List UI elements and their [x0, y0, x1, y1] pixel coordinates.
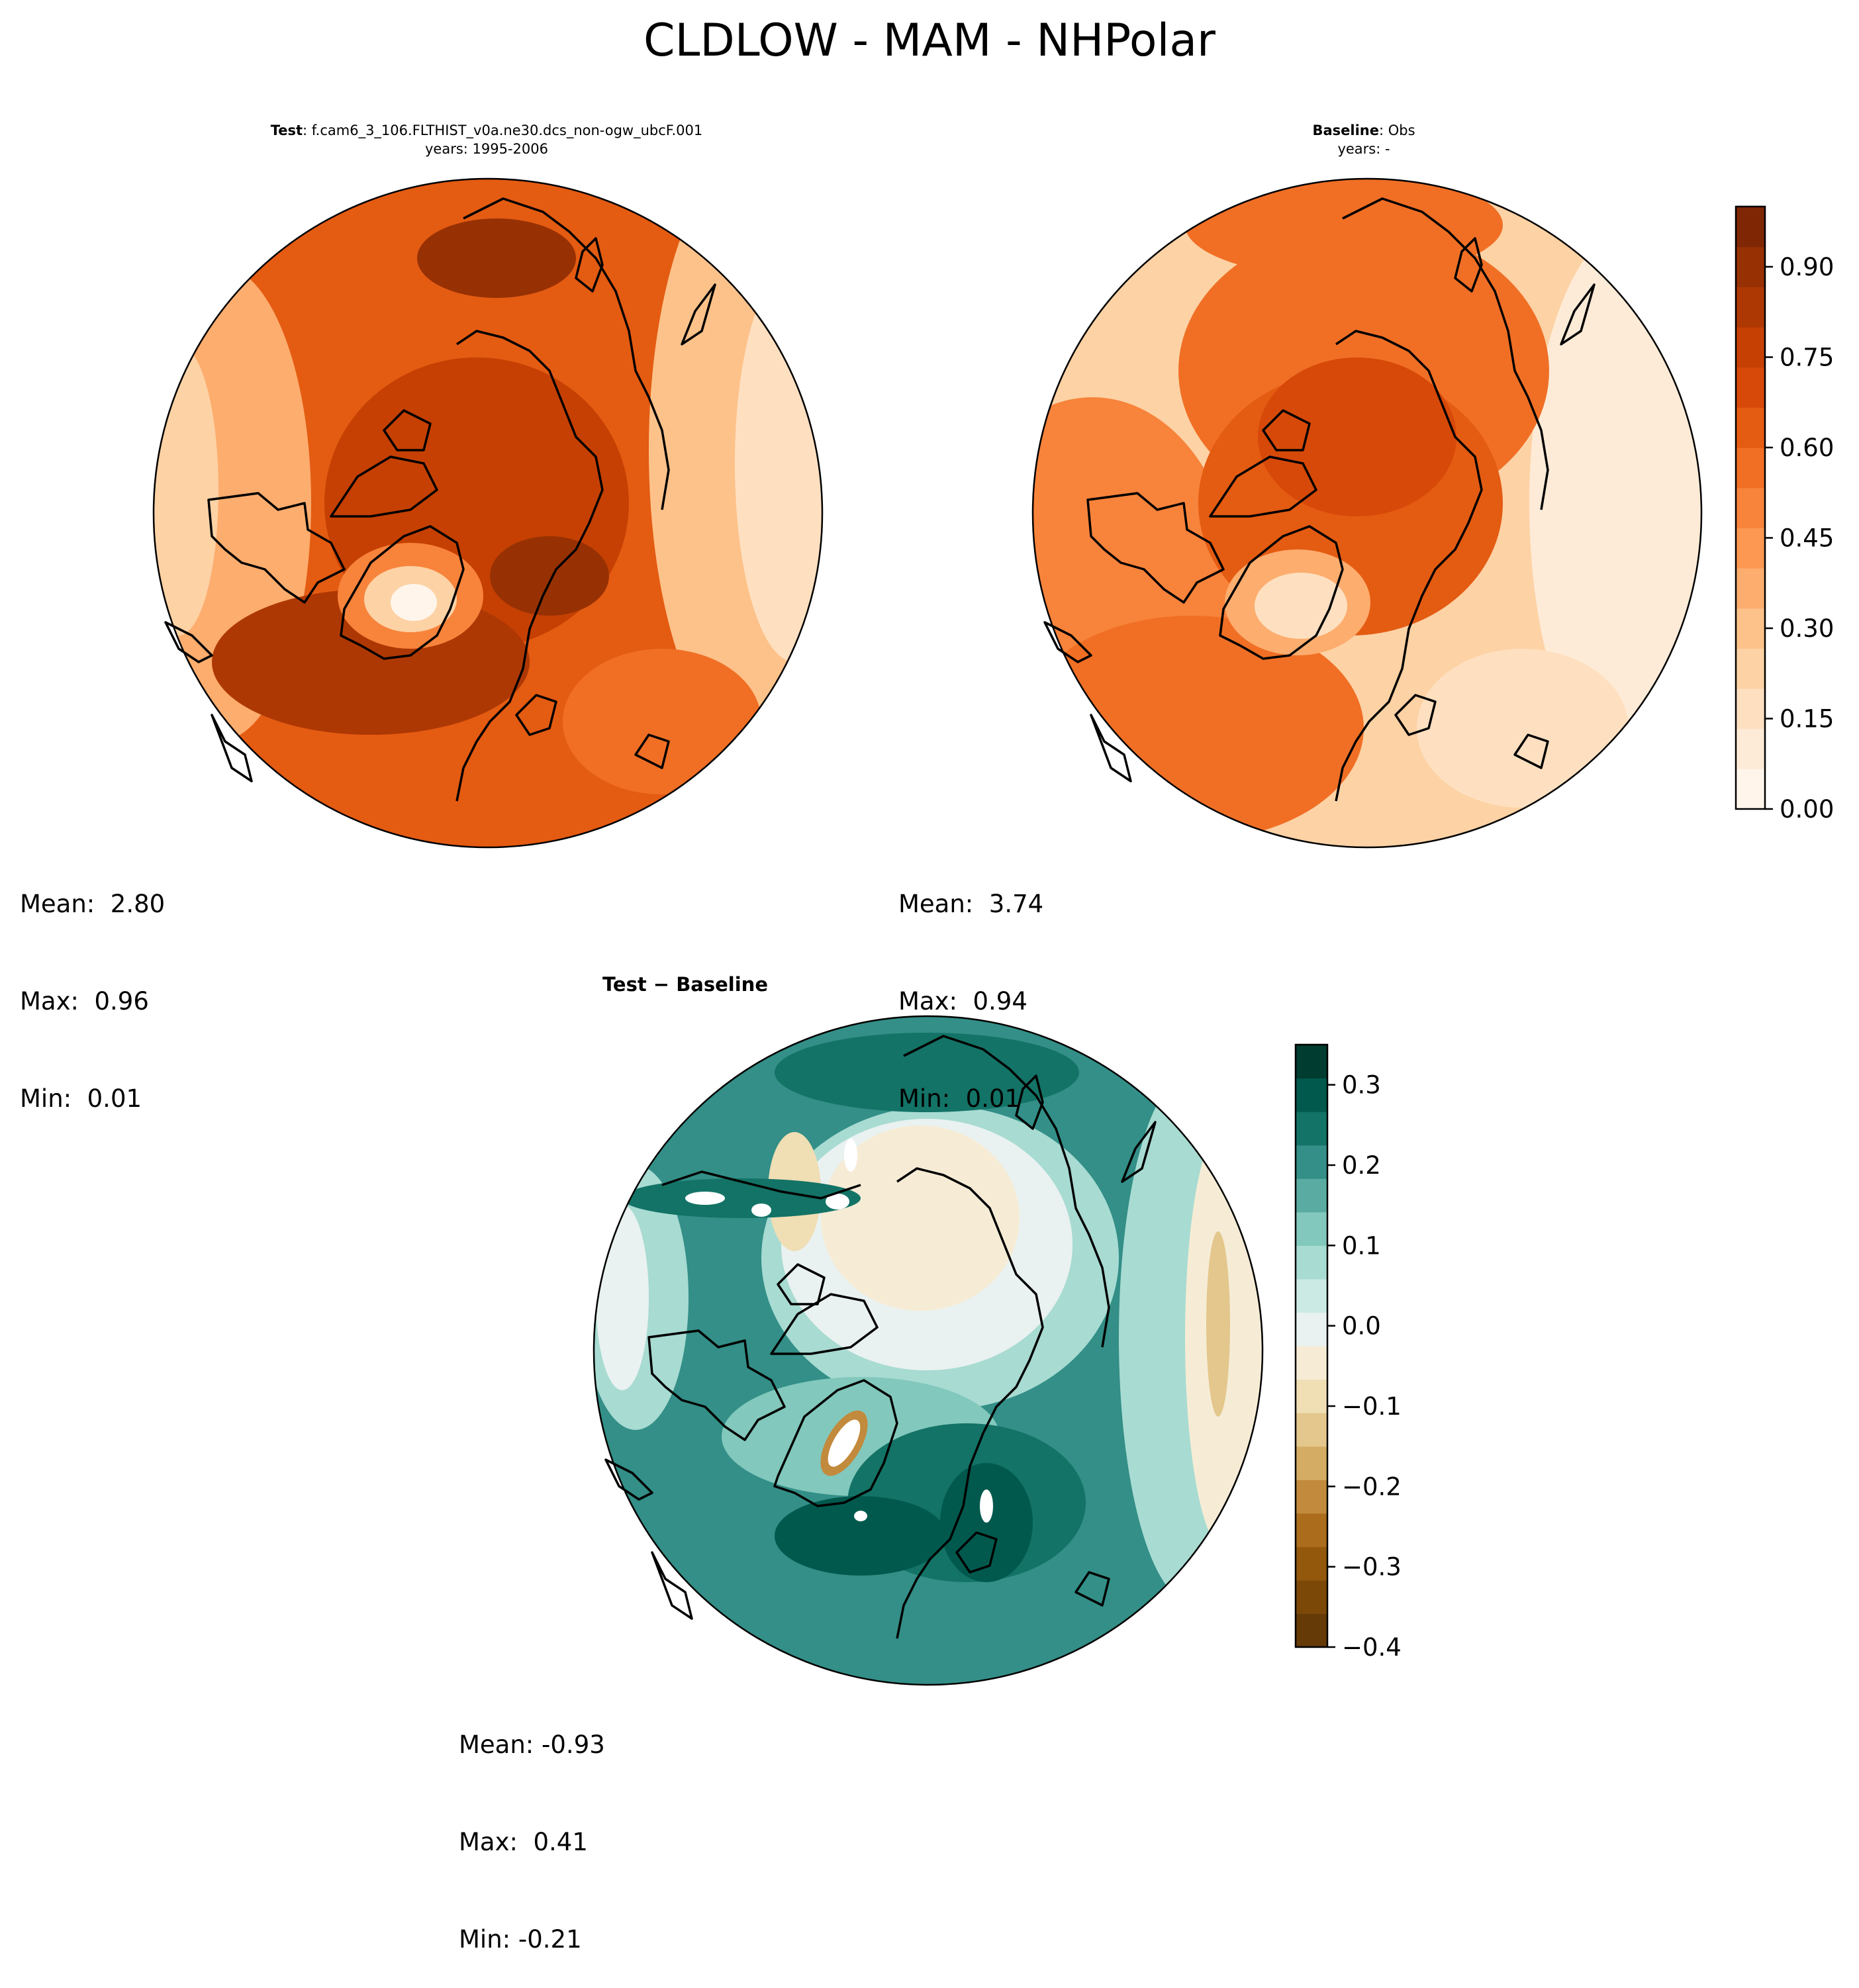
main-colorbar-swatch — [1736, 608, 1765, 649]
main-colorbar-swatch — [1736, 688, 1765, 730]
main-colorbar-swatch — [1736, 448, 1765, 489]
main-colorbar-swatch — [1736, 568, 1765, 609]
diff-colorbar-swatch — [1296, 1145, 1327, 1179]
main-colorbar-swatch — [1736, 528, 1765, 569]
baseline-map — [1031, 177, 1703, 849]
main-colorbar-tick-label: 0.75 — [1780, 344, 1834, 372]
diff-colorbar-tick-label: −0.2 — [1342, 1472, 1402, 1501]
diff-colorbar-swatch — [1296, 1178, 1327, 1213]
main-colorbar-frame — [1735, 205, 1766, 810]
diff-min: Min: -0.21 — [459, 1925, 582, 1954]
main-colorbar-tick-label: 0.30 — [1780, 614, 1834, 643]
diff-colorbar-swatch — [1296, 1078, 1327, 1112]
diff-mean: Mean: -0.93 — [459, 1730, 605, 1759]
diff-colorbar-swatch — [1296, 1613, 1327, 1648]
main-colorbar-swatch — [1736, 287, 1765, 328]
diff-colorbar-frame — [1294, 1043, 1329, 1648]
diff-colorbar-swatch — [1296, 1346, 1327, 1380]
main-colorbar-swatch — [1736, 207, 1765, 248]
baseline-stats: Mean: 3.74 Max: 0.94 Min: 0.01 — [898, 823, 1043, 1147]
test-mean: Mean: 2.80 — [20, 890, 166, 918]
diff-stats: Mean: -0.93 Max: 0.41 Min: -0.21 — [459, 1664, 605, 1988]
diff-colorbar-swatch — [1296, 1546, 1327, 1581]
diff-colorbar-swatch — [1296, 1413, 1327, 1447]
test-stats: Mean: 2.80 Max: 0.96 Min: 0.01 — [20, 823, 165, 1147]
diff-colorbar-tick-label: 0.1 — [1342, 1231, 1381, 1260]
diff-max: Max: 0.41 — [459, 1828, 588, 1856]
test-min: Min: 0.01 — [20, 1084, 142, 1113]
diff-colorbar-tick-label: −0.1 — [1342, 1392, 1402, 1421]
diff-map — [593, 1015, 1264, 1686]
main-colorbar: 0.00 0.15 0.30 0.45 0.60 0.75 0.90 — [1735, 205, 1834, 824]
main-colorbar-swatch — [1736, 327, 1765, 368]
main-colorbar-swatch — [1736, 648, 1765, 689]
baseline-mean: Mean: 3.74 — [898, 890, 1044, 918]
diff-colorbar-swatch — [1296, 1480, 1327, 1514]
diff-colorbar-swatch — [1296, 1513, 1327, 1547]
main-colorbar-tick-label: 0.60 — [1780, 434, 1834, 462]
diff-colorbar-swatch — [1296, 1312, 1327, 1347]
main-colorbar-tick-label: 0.90 — [1780, 253, 1834, 281]
test-map — [152, 177, 824, 849]
main-colorbar-swatch — [1736, 728, 1765, 769]
main-colorbar-tick-label: 0.15 — [1780, 705, 1834, 734]
diff-panel-title: Test − Baseline — [602, 973, 768, 996]
diff-colorbar-tick-label: 0.0 — [1342, 1312, 1381, 1341]
test-panel-title: Test: f.cam6_3_106.FLTHIST_v0a.ne30.dcs_… — [270, 122, 703, 157]
diff-colorbar-swatch — [1296, 1580, 1327, 1615]
diff-colorbar-tick-label: 0.3 — [1342, 1071, 1381, 1100]
figure-canvas: 0.000.150.300.450.600.750.90 −0.4−0.3−0.… — [152, 177, 1834, 1686]
test-max: Max: 0.96 — [20, 987, 149, 1016]
diff-colorbar-tick-label: −0.3 — [1342, 1553, 1402, 1582]
main-colorbar-swatch — [1736, 769, 1765, 810]
diff-colorbar: −0.4 −0.3 −0.2 −0.1 0.0 0.1 0.2 0.3 — [1294, 1043, 1402, 1662]
diff-colorbar-swatch — [1296, 1446, 1327, 1480]
main-colorbar-swatch — [1736, 407, 1765, 448]
main-colorbar-tick-label: 0.00 — [1780, 795, 1834, 824]
baseline-panel-title: Baseline: Obs years: - — [1312, 122, 1415, 157]
baseline-min: Min: 0.01 — [898, 1084, 1021, 1113]
diff-colorbar-swatch — [1296, 1112, 1327, 1146]
main-colorbar-swatch — [1736, 487, 1765, 528]
diff-colorbar-swatch — [1296, 1245, 1327, 1280]
baseline-max: Max: 0.94 — [898, 987, 1027, 1016]
figure-title: CLDLOW - MAM - NHPolar — [643, 15, 1216, 67]
diff-colorbar-swatch — [1296, 1045, 1327, 1079]
diff-colorbar-swatch — [1296, 1379, 1327, 1413]
main-colorbar-swatch — [1736, 246, 1765, 287]
diff-colorbar-swatch — [1296, 1211, 1327, 1246]
main-colorbar-tick-label: 0.45 — [1780, 524, 1834, 553]
diff-colorbar-tick-label: 0.2 — [1342, 1151, 1381, 1180]
main-colorbar-swatch — [1736, 367, 1765, 408]
diff-colorbar-swatch — [1296, 1278, 1327, 1313]
diff-colorbar-tick-label: −0.4 — [1342, 1633, 1402, 1662]
